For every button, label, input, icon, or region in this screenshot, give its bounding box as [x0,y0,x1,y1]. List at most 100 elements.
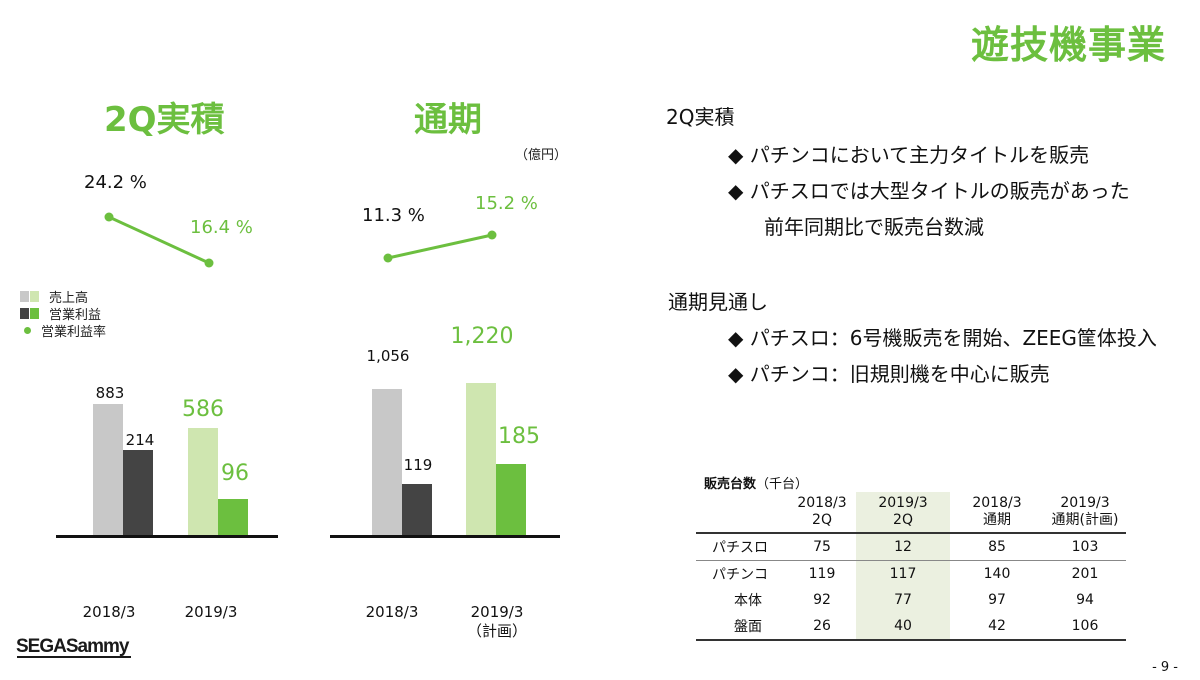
left-rate-point-1 [104,212,114,222]
company-logo: SEGASammy [16,636,129,657]
right-bar-sales-2018 [372,389,402,535]
col-2-line-2: 2Q [893,512,913,528]
col-1-line-2: 2Q [812,512,832,528]
left-xcat-2018: 2018/3 [82,603,136,621]
page-number: - 9 - [1152,660,1178,675]
left-profit-label-2018: 214 [125,431,155,449]
left-rate-label-1: 24.2 % [84,172,147,193]
table-cell: 94 [1076,592,1094,608]
left-bar-profit-2018 [123,450,153,535]
table-cell: 12 [856,533,950,561]
table-header-col-4: 2019/3 通期(計画) [1044,492,1126,533]
table-header-col-3: 2018/3 通期 [950,492,1044,533]
left-xcat-2019: 2019/3 [184,603,238,621]
right-rate-point-2 [487,230,497,240]
col-4-line-2: 通期(計画) [1051,512,1119,528]
chart-legend: 売上高 営業利益 営業利益率 [20,288,107,340]
table-cell: 103 [1071,539,1099,555]
left-rate-point-2 [204,258,214,268]
table-cell: 140 [983,566,1011,582]
right-profit-label-2018: 119 [403,456,433,474]
row-label: パチンコ [712,567,768,583]
table-cell: 75 [813,539,831,555]
legend-swatch-lightgreen [30,291,39,302]
right-rate-line [387,233,493,260]
left-sales-label-2018: 883 [95,384,125,402]
col-1-line-1: 2018/3 [797,495,847,511]
table-header-empty [696,492,788,533]
left-rate-label-2: 16.4 % [190,217,253,238]
row-label: 盤面 [734,619,762,635]
legend-sales: 売上高 [20,288,106,306]
bullet-2-continued: 前年同期比で販売台数減 [764,215,984,239]
table-cell: 85 [988,539,1006,555]
left-bar-sales-2018 [93,404,123,535]
table-header-row: 2018/3 2Q 2019/3 2Q 2018/3 通期 2019/3 通期(計画) [696,492,1126,533]
table-row: パチンコ 119 117 140 201 [696,560,1126,587]
table-row: 本体 92 77 97 94 [696,587,1126,613]
row-label: 本体 [734,593,762,609]
col-3-line-1: 2018/3 [972,495,1022,511]
legend-rate-label: 営業利益率 [41,325,107,340]
sales-table: 2018/3 2Q 2019/3 2Q 2018/3 通期 2019/3 通期(計画) … [696,492,1126,641]
bullet-1: ◆ パチンコにおいて主力タイトルを販売 [728,143,1090,167]
right-rate-label-1: 11.3 % [362,205,425,226]
left-chart-baseline [56,535,278,538]
right-bar-profit-2019 [496,464,526,535]
right-chart-title: 通期 [414,100,482,140]
legend-swatch-dark [20,308,29,319]
legend-swatch-green [30,308,39,319]
legend-sales-label: 売上高 [49,291,89,306]
right-rate-label-2: 15.2 % [475,193,538,214]
table-row: パチスロ 75 12 85 103 [696,533,1126,561]
logo-underline [17,656,131,658]
right-bar-profit-2018 [402,484,432,535]
table-title: 販売台数（千台） [704,473,808,492]
right-xcat-2019-line2: （計画） [466,622,528,640]
right-rate-point-1 [383,253,393,263]
rate-lines-svg [104,212,497,268]
col-4-line-1: 2019/3 [1060,495,1110,511]
legend-profit: 営業利益 [20,305,106,323]
legend-swatch-gray [20,291,29,302]
table-cell: 97 [988,592,1006,608]
right-chart-unit: （億円） [515,148,568,163]
table-unit: （千台） [756,477,809,492]
table-header-col-2: 2019/3 2Q [856,492,950,533]
table-header-col-1: 2018/3 2Q [788,492,856,533]
right-bar-sales-2019 [466,383,496,535]
bullet-4: ◆ パチンコ：旧規則機を中心に販売 [728,362,1050,386]
right-sales-label-2019: 1,220 [450,324,514,349]
table-cell: 26 [813,618,831,634]
left-sales-label-2019: 586 [182,397,224,422]
table-title-text: 販売台数 [704,477,757,492]
right-xcat-2018: 2018/3 [365,603,419,621]
table-cell: 77 [856,587,950,613]
table-cell: 42 [988,618,1006,634]
table-cell: 201 [1071,566,1099,582]
text-heading-outlook: 通期見通し [668,290,768,314]
table-cell: 117 [856,560,950,587]
legend-rate: 営業利益率 [20,322,107,340]
left-bar-sales-2019 [188,428,218,535]
right-sales-label-2018: 1,056 [366,347,410,365]
col-2-line-1: 2019/3 [878,495,928,511]
table-row: 盤面 26 40 42 106 [696,613,1126,640]
bullet-3: ◆ パチスロ：6号機販売を開始、ZEEG筐体投入 [728,326,1157,350]
right-profit-label-2019: 185 [498,424,540,449]
row-label: パチスロ [712,540,768,556]
table-cell: 92 [813,592,831,608]
right-xcat-2019-plan: 2019/3 （計画） [467,603,527,641]
left-rate-line [108,215,210,265]
bullet-2: ◆ パチスロでは大型タイトルの販売があった [728,179,1130,203]
left-chart-title: 2Q実積 [104,100,225,140]
right-chart-baseline [330,535,560,538]
table-cell: 119 [808,566,836,582]
table-cell: 40 [856,613,950,640]
legend-profit-label: 営業利益 [49,308,102,323]
text-heading-2q: 2Q実積 [666,105,735,129]
right-xcat-2019-line1: 2019/3 [470,603,524,621]
page-title: 遊技機事業 [970,23,1166,67]
table-cell: 106 [1071,618,1099,634]
col-3-line-2: 通期 [983,512,1011,528]
